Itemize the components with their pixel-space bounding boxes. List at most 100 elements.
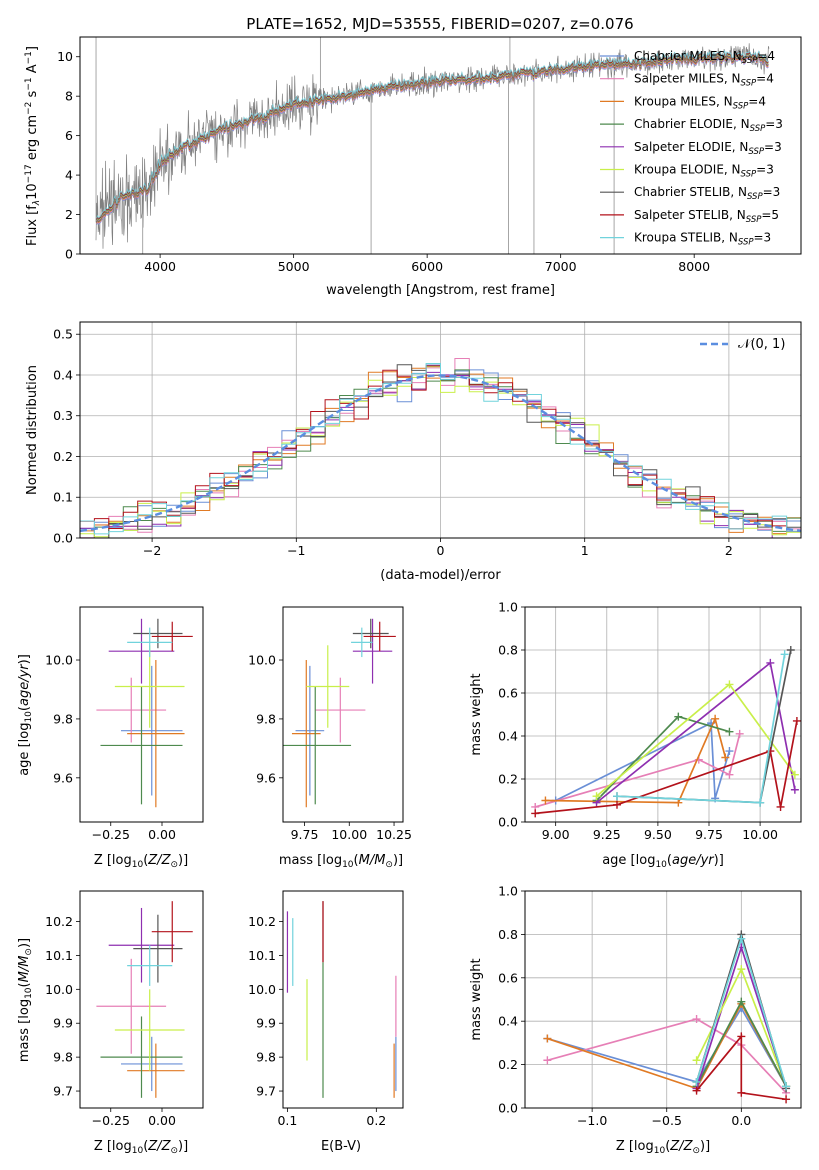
legend-entry: Kroupa MILES, NSSP=4 [634, 94, 766, 111]
z-mass-frame [79, 890, 204, 1109]
mass-age-plot [283, 618, 396, 808]
z-mass-xtick-label: 0.00 [148, 1113, 176, 1128]
z-weight-point [543, 1034, 552, 1043]
mass-age-ytick-label: 9.8 [256, 711, 276, 726]
age-weight-xtick-label: 9.50 [644, 827, 672, 842]
age-weight-point [756, 798, 765, 807]
z-mass-plot [96, 901, 193, 1098]
legend-entry: Kroupa ELODIE, NSSP=3 [634, 163, 774, 180]
ebv-mass-ytick-label: 10.2 [248, 914, 276, 929]
z-weight-ytick-label: 0.0 [498, 1101, 518, 1116]
age-weight-point [674, 798, 683, 807]
z-weight-point [692, 1086, 701, 1095]
spectrum-plot [95, 37, 770, 254]
z-weight-ytick-label: 1.0 [498, 884, 518, 899]
age-weight-point [531, 809, 540, 818]
z-age-ylabel: age [log10(age/yr)] [17, 654, 34, 776]
z-weight-point [782, 1095, 791, 1104]
mass-age-xtick-label: 9.75 [291, 827, 319, 842]
legend-entry: Salpeter MILES, NSSP=4 [634, 72, 774, 89]
z-weight-series-line [547, 1018, 787, 1094]
spectrum-xtick-label: 6000 [411, 259, 443, 274]
z-weight-ytick-label: 0.4 [498, 1014, 518, 1029]
model-spectrum [96, 50, 769, 219]
hist-xlabel: (data-model)/error [380, 568, 501, 583]
age-weight-point [541, 796, 550, 805]
legend-entry: Salpeter STELIB, NSSP=5 [634, 208, 779, 225]
data-layer [80, 37, 801, 1104]
age-weight-point [721, 753, 730, 762]
spectrum-xtick-label: 7000 [545, 259, 577, 274]
spectrum-ytick-label: 0 [65, 247, 73, 262]
hist-xtick-label: 2 [725, 543, 733, 558]
legend-entry: Kroupa STELIB, NSSP=3 [634, 231, 771, 248]
mass-age-xlabel: mass [log10(M/M⊙)] [279, 853, 403, 870]
ebv-mass-plot [286, 901, 397, 1098]
mass-age-frame [282, 606, 404, 823]
age-weight-xtick-label: 10.00 [742, 827, 778, 842]
spectrum-xtick-label: 8000 [678, 259, 710, 274]
hist-ytick-label: 0.2 [53, 449, 73, 464]
z-weight-point [543, 1056, 552, 1065]
hist-ylabel: Normed distribution [25, 365, 40, 495]
age-weight-frame [524, 606, 802, 823]
z-weight-point [692, 1015, 701, 1024]
hist-ytick-label: 0.0 [53, 531, 73, 546]
figure-title: PLATE=1652, MJD=53555, FIBERID=0207, z=0… [246, 15, 633, 33]
z-mass-ytick-label: 10.2 [45, 914, 73, 929]
age-weight-point [613, 792, 621, 801]
hist-xtick-label: −2 [143, 543, 161, 558]
age-weight-point [776, 802, 785, 811]
z-age-xtick-label: 0.00 [148, 827, 176, 842]
z-weight-xlabel: Z [log10(Z/Z⊙)] [616, 1139, 710, 1156]
z-weight-point [737, 1032, 746, 1041]
z-age-ytick-label: 9.8 [53, 711, 73, 726]
z-weight-ytick-label: 0.8 [498, 927, 518, 942]
z-mass-ytick-label: 9.8 [53, 1050, 73, 1065]
mass-age-xtick-label: 10.25 [376, 827, 412, 842]
z-weight-point [692, 1077, 701, 1086]
hist-xtick-label: 0 [437, 543, 445, 558]
age-weight-ytick-label: 0.8 [498, 643, 518, 658]
spectrum-ytick-label: 4 [65, 168, 73, 183]
age-weight-point [711, 714, 720, 723]
ebv-mass-ytick-label: 10.1 [248, 948, 276, 963]
z-age-xlabel: Z [log10(Z/Z⊙)] [94, 853, 188, 870]
z-age-plot [96, 618, 193, 808]
age-weight-ytick-label: 0.6 [498, 686, 518, 701]
spectrum-ytick-label: 2 [65, 207, 73, 222]
ebv-mass-ytick-label: 9.7 [256, 1084, 276, 1099]
z-weight-ytick-label: 0.6 [498, 970, 518, 985]
spectrum-xlabel: wavelength [Angstrom, rest frame] [326, 283, 555, 298]
spectrum-ylabel: Flux [fλ10−17 erg cm−2 s−1 A−1] [24, 46, 42, 246]
hist-xtick-label: 1 [581, 543, 589, 558]
spectrum-xtick-label: 5000 [278, 259, 310, 274]
z-age-frame [79, 606, 204, 823]
z-mass-ytick-label: 10.0 [45, 982, 73, 997]
z-age-ytick-label: 10.0 [45, 653, 73, 668]
ebv-xlabel: E(B-V) [321, 1139, 361, 1154]
hist-ytick-label: 0.4 [53, 367, 73, 382]
z-mass-ytick-label: 9.7 [53, 1084, 73, 1099]
z-mass-xlabel: Z [log10(Z/Z⊙)] [94, 1139, 188, 1156]
z-weight-point [692, 1056, 701, 1065]
observed-spectrum [95, 43, 770, 249]
ebv-mass-ytick-label: 9.8 [256, 1050, 276, 1065]
age-weight-point [725, 680, 734, 689]
ebv-mass-frame [282, 890, 404, 1109]
age-weight-point [613, 800, 621, 809]
z-mass-ytick-label: 10.1 [45, 948, 73, 963]
age-weight-point [592, 792, 601, 801]
z-age-ytick-label: 9.6 [53, 770, 73, 785]
age-weight-ytick-label: 0.4 [498, 729, 518, 744]
age-weight-series-line [535, 720, 798, 815]
hist-ytick-label: 0.1 [53, 490, 73, 505]
ebv-mass-ytick-label: 10.0 [248, 982, 276, 997]
spectrum-ytick-label: 10 [57, 49, 73, 64]
mass-age-ytick-label: 9.6 [256, 770, 276, 785]
age-weight-point [725, 727, 734, 736]
age-weight-xtick-label: 9.00 [542, 827, 570, 842]
age-weight-point [674, 712, 683, 721]
